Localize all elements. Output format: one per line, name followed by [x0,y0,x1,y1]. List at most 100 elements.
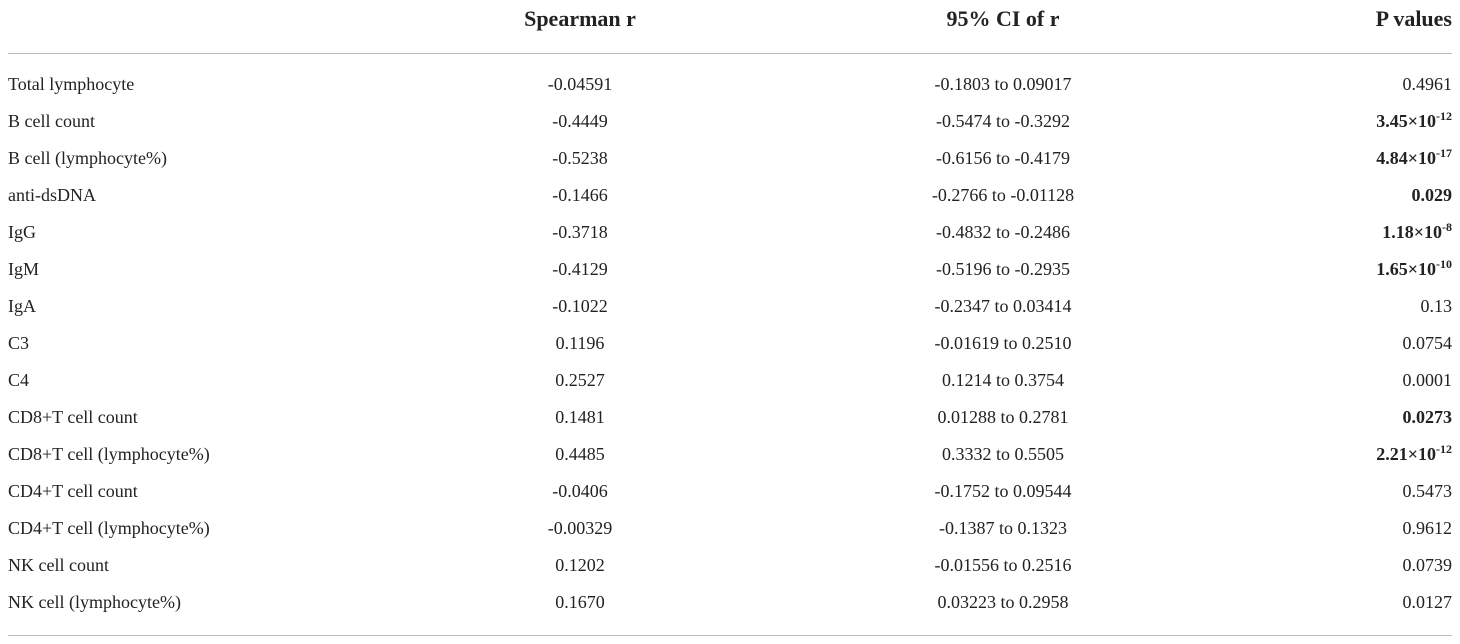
row-label: CD8+T cell (lymphocyte%) [8,444,210,464]
ci-value: -0.1803 to 0.09017 [934,74,1072,94]
table-row: NK cell (lymphocyte%) 0.1670 0.03223 to 0.… [0,583,1460,620]
table-header: Spearman r 95% CI of r P values [0,0,1460,50]
spearman-r-value: -0.04591 [547,74,613,94]
row-label: IgG [8,222,36,242]
p-value: 1.18×10-8 [1382,220,1452,242]
table-row: Total lymphocyte -0.04591 -0.1803 to 0.090… [0,65,1460,102]
p-value: 2.21×10-12 [1376,442,1452,464]
p-value-mantissa: 2.21×10 [1376,444,1436,464]
p-value-mantissa: 4.84×10 [1376,148,1436,168]
spearman-r-value: 0.1481 [555,407,605,427]
table-row: IgM -0.4129 -0.5196 to -0.2935 1.65×10-10 [0,250,1460,287]
row-label: CD4+T cell count [8,481,138,501]
p-value: 0.0754 [1403,333,1453,353]
p-value-exponent: -10 [1436,257,1452,271]
table-row: B cell (lymphocyte%) -0.5238 -0.6156 to -0… [0,139,1460,176]
header-rule [8,53,1452,54]
table-row: IgA -0.1022 -0.2347 to 0.03414 0.13 [0,287,1460,324]
p-value: 0.5473 [1403,481,1453,501]
table-row: NK cell count 0.1202 -0.01556 to 0.2516 0.0… [0,546,1460,583]
ci-value: -0.6156 to -0.4179 [936,148,1070,168]
p-value-exponent: -17 [1436,146,1452,160]
p-value-exponent: -12 [1436,442,1452,456]
ci-value: -0.5474 to -0.3292 [936,111,1070,131]
table-row: C3 0.1196 -0.01619 to 0.2510 0.0754 [0,324,1460,361]
p-value-exponent: -8 [1442,220,1452,234]
ci-value: -0.4832 to -0.2486 [936,222,1070,242]
ci-value: 0.3332 to 0.5505 [941,444,1065,464]
row-label: B cell count [8,111,95,131]
row-label: Total lymphocyte [8,74,135,94]
p-value-mantissa: 0.0754 [1402,333,1453,353]
spearman-r-value: 0.2527 [555,370,605,390]
spearman-r-value: -0.5238 [552,148,608,168]
p-value-mantissa: 0.0001 [1402,370,1453,390]
p-value: 0.0127 [1403,592,1453,612]
ci-value: -0.1752 to 0.09544 [934,481,1072,501]
ci-value: -0.5196 to -0.2935 [936,259,1070,279]
ci-value: 0.01288 to 0.2781 [937,407,1069,427]
p-value: 0.0001 [1403,370,1453,390]
ci-value: -0.01556 to 0.2516 [934,555,1072,575]
header-p-values: P values [1375,6,1452,31]
p-value-mantissa: 0.9612 [1402,518,1453,538]
spearman-r-value: 0.4485 [555,444,605,464]
row-label: C4 [8,370,30,390]
spearman-r-value: -0.1466 [552,185,608,205]
p-value: 0.0273 [1403,407,1453,427]
p-value: 4.84×10-17 [1376,146,1452,168]
row-label: anti-dsDNA [8,185,96,205]
p-value: 0.029 [1412,185,1453,205]
row-label: CD8+T cell count [8,407,138,427]
p-value-mantissa: 0.0127 [1402,592,1453,612]
row-label: CD4+T cell (lymphocyte%) [8,518,210,538]
p-value: 0.9612 [1403,518,1453,538]
p-value-mantissa: 0.0273 [1402,407,1453,427]
header-spearman-r: Spearman r [524,6,636,31]
header-ci: 95% CI of r [946,6,1060,31]
ci-value: -0.2766 to -0.01128 [931,185,1075,205]
spearman-r-value: -0.4129 [552,259,608,279]
p-value-mantissa: 3.45×10 [1376,111,1436,131]
ci-value: 0.1214 to 0.3754 [941,370,1065,390]
spearman-r-value: 0.1670 [555,592,605,612]
ci-value: -0.01619 to 0.2510 [934,333,1072,353]
spearman-r-value: -0.3718 [552,222,608,242]
p-value: 0.4961 [1403,74,1453,94]
spearman-r-value: 0.1196 [555,333,605,353]
p-value-exponent: -12 [1436,109,1452,123]
ci-value: 0.03223 to 0.2958 [937,592,1069,612]
table-row: B cell count -0.4449 -0.5474 to -0.3292 3.4… [0,102,1460,139]
p-value-mantissa: 1.65×10 [1376,259,1436,279]
spearman-r-value: -0.1022 [552,296,608,316]
row-label: NK cell (lymphocyte%) [8,592,181,612]
table-row: CD4+T cell count -0.0406 -0.1752 to 0.0954… [0,472,1460,509]
spearman-r-value: -0.4449 [552,111,608,131]
p-value: 0.0739 [1403,555,1453,575]
row-label: IgA [8,296,36,316]
table-row: CD4+T cell (lymphocyte%) -0.00329 -0.1387 … [0,509,1460,546]
table-row: CD8+T cell (lymphocyte%) 0.4485 0.3332 to … [0,435,1460,472]
p-value-mantissa: 0.4961 [1402,74,1453,94]
table-row: C4 0.2527 0.1214 to 0.3754 0.0001 [0,361,1460,398]
table-row: IgG -0.3718 -0.4832 to -0.2486 1.18×10-8 [0,213,1460,250]
bottom-rule [8,635,1452,636]
row-label: B cell (lymphocyte%) [8,148,167,168]
p-value: 0.13 [1421,296,1453,316]
p-value: 3.45×10-12 [1376,109,1452,131]
row-label: IgM [8,259,39,279]
spearman-r-value: -0.0406 [552,481,608,501]
p-value-mantissa: 0.029 [1411,185,1453,205]
p-value-mantissa: 1.18×10 [1382,222,1442,242]
ci-value: -0.2347 to 0.03414 [934,296,1072,316]
table-row: anti-dsDNA -0.1466 -0.2766 to -0.01128 0.02… [0,176,1460,213]
p-value-mantissa: 0.0739 [1402,555,1453,575]
row-label: NK cell count [8,555,109,575]
spearman-r-value: 0.1202 [555,555,605,575]
spearman-r-value: -0.00329 [547,518,613,538]
table-row: CD8+T cell count 0.1481 0.01288 to 0.2781 0… [0,398,1460,435]
p-value-mantissa: 0.13 [1420,296,1453,316]
row-label: C3 [8,333,30,353]
ci-value: -0.1387 to 0.1323 [939,518,1067,538]
p-value-mantissa: 0.5473 [1402,481,1453,501]
